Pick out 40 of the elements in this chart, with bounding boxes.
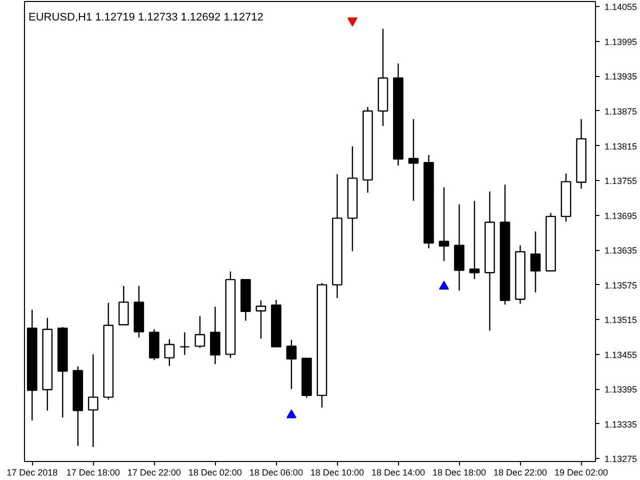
- x-tick-label: 18 Dec 06:00: [249, 468, 303, 478]
- candlestick: [408, 118, 419, 202]
- y-tick-label: 1.13575: [604, 280, 638, 290]
- y-tick-label: 1.13395: [604, 384, 638, 395]
- candlestick: [179, 332, 190, 356]
- y-tick-label: 1.13935: [604, 72, 638, 82]
- y-tick-label: 1.13335: [604, 419, 638, 430]
- y-tick-label: 1.13815: [604, 141, 638, 152]
- point: [286, 409, 296, 418]
- y-tick-label: 1.13695: [604, 210, 638, 221]
- y-tick-label: 1.13455: [604, 350, 638, 360]
- candlestick: [164, 338, 175, 367]
- candlestick: [194, 315, 206, 349]
- x-tick-label: 18 Dec 10:00: [310, 468, 364, 478]
- candlestick: [530, 230, 541, 293]
- x-tick-label: 18 Dec 18:00: [432, 468, 486, 478]
- x-tick-label: 17 Dec 22:00: [127, 468, 181, 478]
- point: [347, 18, 358, 26]
- x-tick-label: 18 Dec 02:00: [188, 468, 242, 478]
- y-tick-label: 1.13875: [604, 106, 638, 116]
- y-tick-label: 1.13755: [604, 176, 638, 186]
- candlestick: [286, 339, 297, 390]
- x-tick-label: 17 Dec 2018: [6, 468, 58, 478]
- y-tick-label: 1.13515: [604, 315, 638, 326]
- y-tick-label: 1.13635: [604, 246, 638, 256]
- x-tick-label: 19 Dec 02:00: [554, 468, 608, 478]
- candlestick: [88, 354, 98, 448]
- candlestick: [469, 200, 480, 280]
- x-tick-label: 17 Dec 18:00: [66, 468, 120, 478]
- x-tick-label: 18 Dec 22:00: [493, 468, 548, 478]
- y-tick-label: 1.14055: [604, 2, 638, 12]
- candlestick: [210, 306, 220, 365]
- candlestick: [118, 285, 129, 326]
- candlestick: [438, 186, 450, 262]
- x-tick-label: 18 Dec 14:00: [371, 468, 425, 478]
- y-tick-label: 1.13995: [604, 36, 638, 47]
- candlestick: [256, 300, 266, 340]
- point: [438, 280, 449, 290]
- y-tick-label: 1.13275: [604, 454, 638, 464]
- text: EURUSD,H1 1.12719 1.12733 1.12692 1.12712: [28, 12, 264, 24]
